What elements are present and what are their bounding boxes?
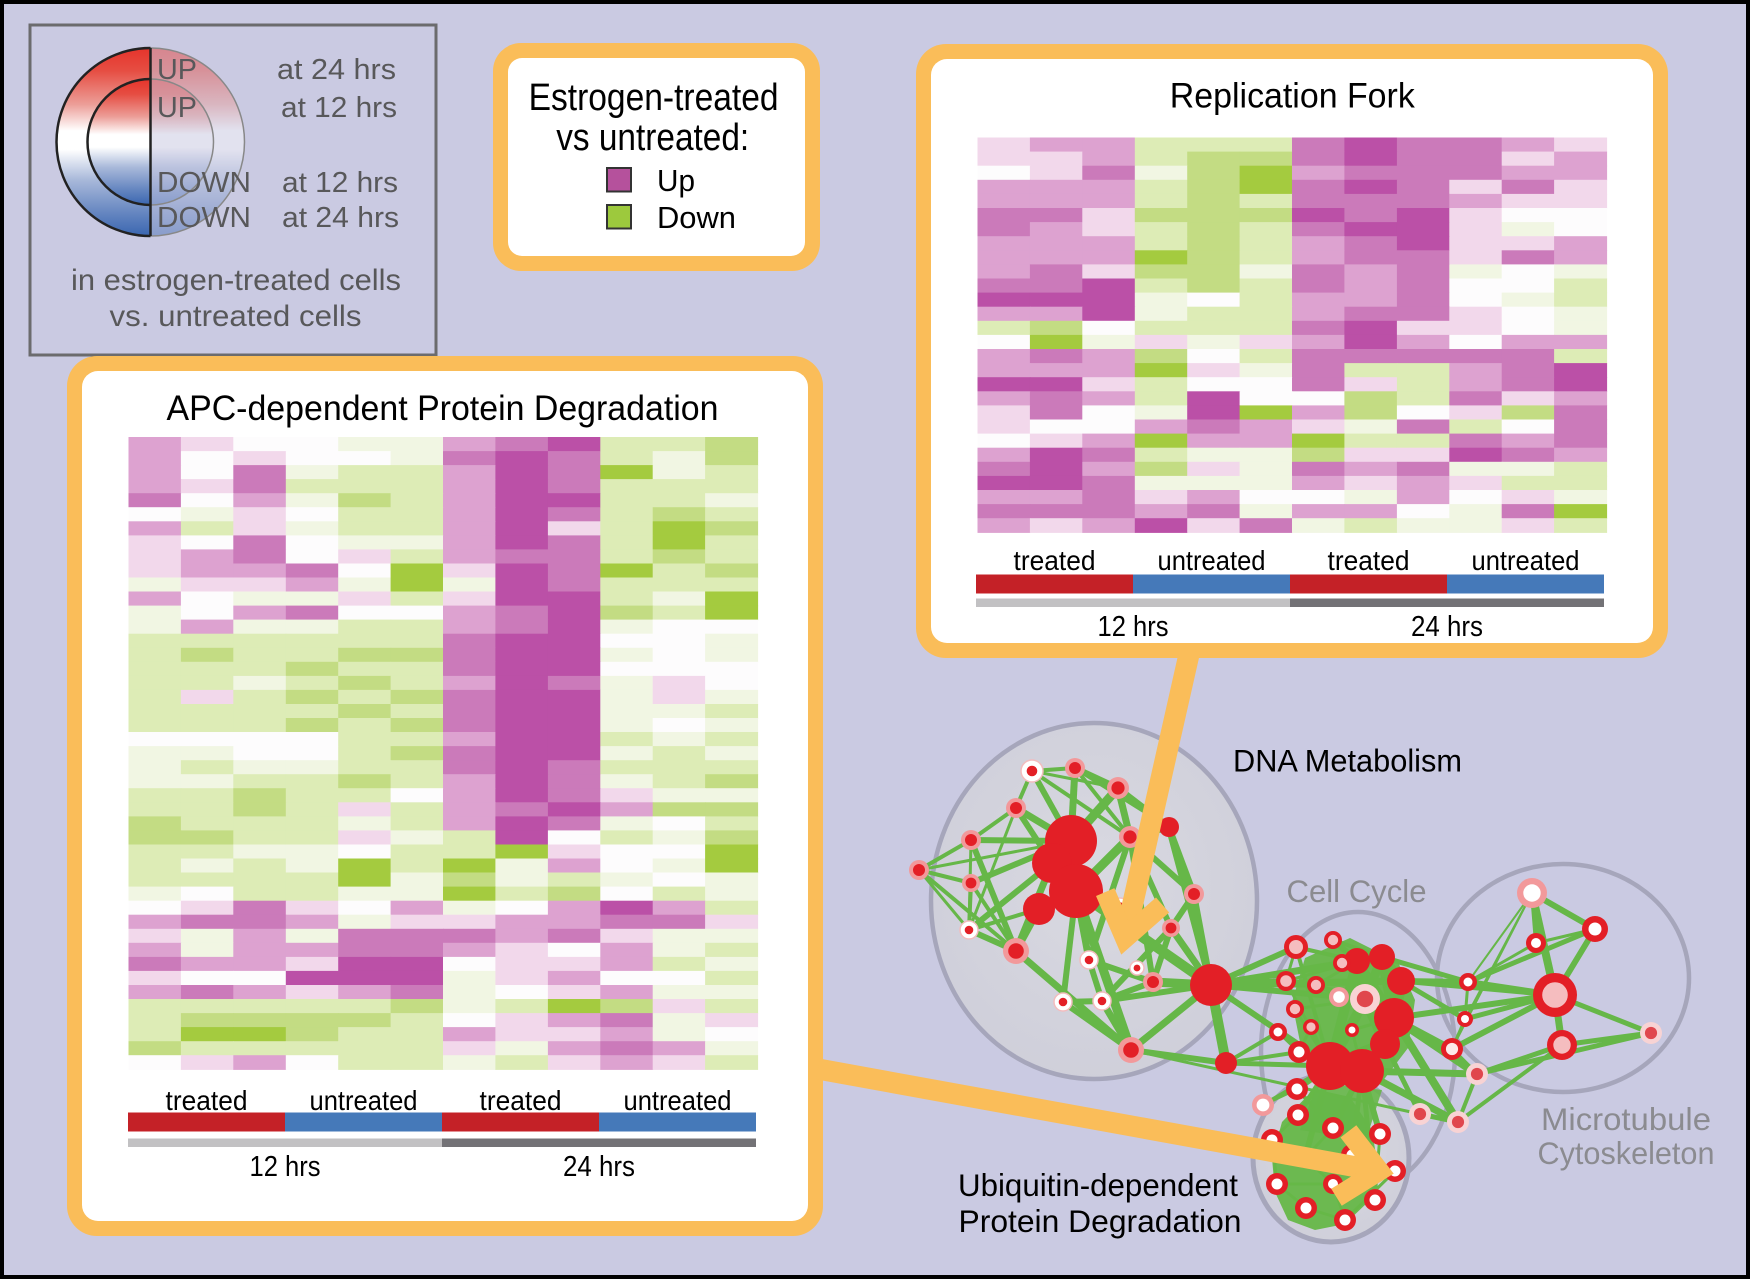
svg-text:DOWN: DOWN [157,167,251,199]
svg-text:DNA Metabolism: DNA Metabolism [1233,743,1462,779]
svg-text:untreated: untreated [624,1085,732,1116]
svg-text:Microtubule: Microtubule [1541,1101,1711,1137]
svg-text:untreated: untreated [1472,545,1580,576]
svg-text:Protein Degradation: Protein Degradation [959,1203,1242,1239]
svg-text:at 12 hrs: at 12 hrs [281,92,397,124]
svg-text:DOWN: DOWN [157,202,251,234]
svg-text:12 hrs: 12 hrs [250,1151,321,1183]
svg-text:Cytoskeleton: Cytoskeleton [1538,1135,1715,1171]
svg-text:24 hrs: 24 hrs [1411,611,1483,643]
svg-text:Replication Fork: Replication Fork [1170,77,1415,116]
svg-text:24 hrs: 24 hrs [563,1151,635,1183]
svg-text:at 24 hrs: at 24 hrs [277,54,396,86]
svg-text:treated: treated [480,1085,562,1116]
svg-text:Cell Cycle: Cell Cycle [1287,873,1427,909]
svg-text:APC-dependent Protein Degradat: APC-dependent Protein Degradation [167,389,719,428]
svg-text:vs untreated:: vs untreated: [556,117,749,159]
svg-text:untreated: untreated [1158,545,1266,576]
svg-text:Up: Up [657,163,695,198]
svg-text:Ubiquitin-dependent: Ubiquitin-dependent [958,1167,1238,1203]
svg-text:treated: treated [166,1085,248,1116]
svg-text:UP: UP [157,92,197,124]
svg-text:12 hrs: 12 hrs [1098,611,1169,643]
svg-text:untreated: untreated [310,1085,418,1116]
svg-text:Down: Down [657,200,736,235]
svg-text:at 12 hrs: at 12 hrs [282,167,398,199]
svg-text:Estrogen-treated: Estrogen-treated [529,77,779,119]
svg-text:in estrogen-treated cells: in estrogen-treated cells [71,264,401,297]
svg-text:UP: UP [157,54,197,86]
svg-text:at 24 hrs: at 24 hrs [282,202,399,234]
svg-text:treated: treated [1014,545,1096,576]
svg-text:treated: treated [1328,545,1410,576]
svg-text:vs. untreated cells: vs. untreated cells [110,300,362,333]
